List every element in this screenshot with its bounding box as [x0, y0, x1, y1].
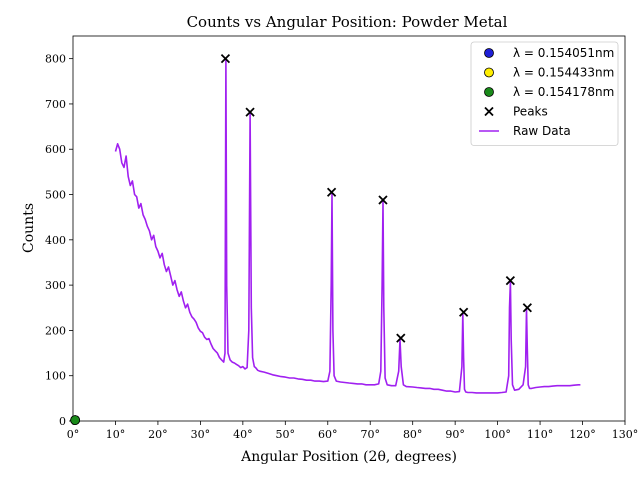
- x-tick-label: 10°: [106, 428, 126, 441]
- y-tick-label: 500: [45, 189, 66, 202]
- peak-marker: [378, 195, 388, 205]
- y-tick-label: 100: [45, 370, 66, 383]
- legend-item: Raw Data: [479, 124, 571, 138]
- y-tick-label: 600: [45, 143, 66, 156]
- peak-marker: [459, 307, 469, 317]
- x-tick-label: 100°: [484, 428, 511, 441]
- y-tick-label: 200: [45, 324, 66, 337]
- x-tick-label: 20°: [148, 428, 168, 441]
- x-tick-label: 60°: [318, 428, 338, 441]
- legend-marker: [484, 48, 494, 58]
- x-tick-label: 0°: [67, 428, 80, 441]
- peak-marker: [396, 333, 406, 343]
- y-tick-label: 400: [45, 234, 66, 247]
- legend-label: λ = 0.154433nm: [513, 66, 614, 80]
- peak-marker: [220, 54, 231, 64]
- x-tick-label: 130°: [612, 428, 639, 441]
- x-axis: 0° 10° 20° 30° 40° 50° 60° 70° 80° 90° 100° 110° 120…: [67, 421, 639, 441]
- legend-marker: [484, 106, 494, 117]
- series-layer: [114, 57, 581, 394]
- legend-item: λ = 0.154178nm: [484, 85, 614, 99]
- legend-item: Peaks: [484, 105, 548, 119]
- wavelength-point: [70, 415, 81, 425]
- x-tick-label: 80°: [403, 428, 423, 441]
- legend-item: λ = 0.154433nm: [484, 66, 614, 80]
- peaks-layer: [220, 54, 532, 343]
- legend-label: Peaks: [513, 105, 548, 119]
- legend-box: [470, 41, 619, 146]
- legend-label: λ = 0.154178nm: [513, 85, 614, 99]
- peak-marker: [245, 107, 255, 117]
- peak-marker: [522, 303, 532, 313]
- legend-marker: [484, 67, 494, 78]
- peak-marker: [326, 187, 337, 197]
- legend: λ = 0.154051nm λ = 0.154433nm λ = 0.154178…: [470, 41, 619, 146]
- legend-marker: [484, 87, 494, 97]
- legend-item: λ = 0.154051nm: [484, 46, 614, 60]
- x-tick-label: 90°: [445, 428, 465, 441]
- x-tick-label: 50°: [276, 428, 296, 441]
- legend-label: Raw Data: [513, 124, 571, 138]
- x-tick-label: 70°: [360, 428, 380, 441]
- chart-title: Counts vs Angular Position: Powder Metal: [187, 13, 508, 31]
- wavelength-points: [70, 415, 81, 425]
- x-tick-label: 40°: [233, 428, 253, 441]
- y-tick-label: 800: [45, 53, 66, 66]
- legend-label: λ = 0.154051nm: [513, 46, 614, 60]
- y-tick-label: 0: [59, 415, 66, 428]
- y-axis: 0 100 200 300 400 500 600 700 800: [45, 53, 73, 428]
- peak-marker: [505, 275, 515, 286]
- x-tick-label: 120°: [569, 428, 596, 441]
- y-tick-label: 300: [45, 279, 66, 292]
- plot-area: [72, 35, 626, 422]
- y-axis-title: Counts: [21, 203, 37, 253]
- series-line: [114, 57, 581, 394]
- y-tick-label: 700: [45, 98, 66, 111]
- x-tick-label: 30°: [191, 428, 211, 441]
- x-tick-label: 110°: [527, 428, 554, 441]
- plot-frame: [72, 35, 626, 422]
- x-axis-title: Angular Position (2θ, degrees): [240, 449, 457, 465]
